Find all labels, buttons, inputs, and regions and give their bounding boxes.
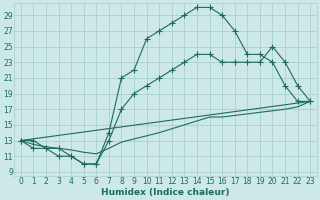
X-axis label: Humidex (Indice chaleur): Humidex (Indice chaleur): [101, 188, 230, 197]
